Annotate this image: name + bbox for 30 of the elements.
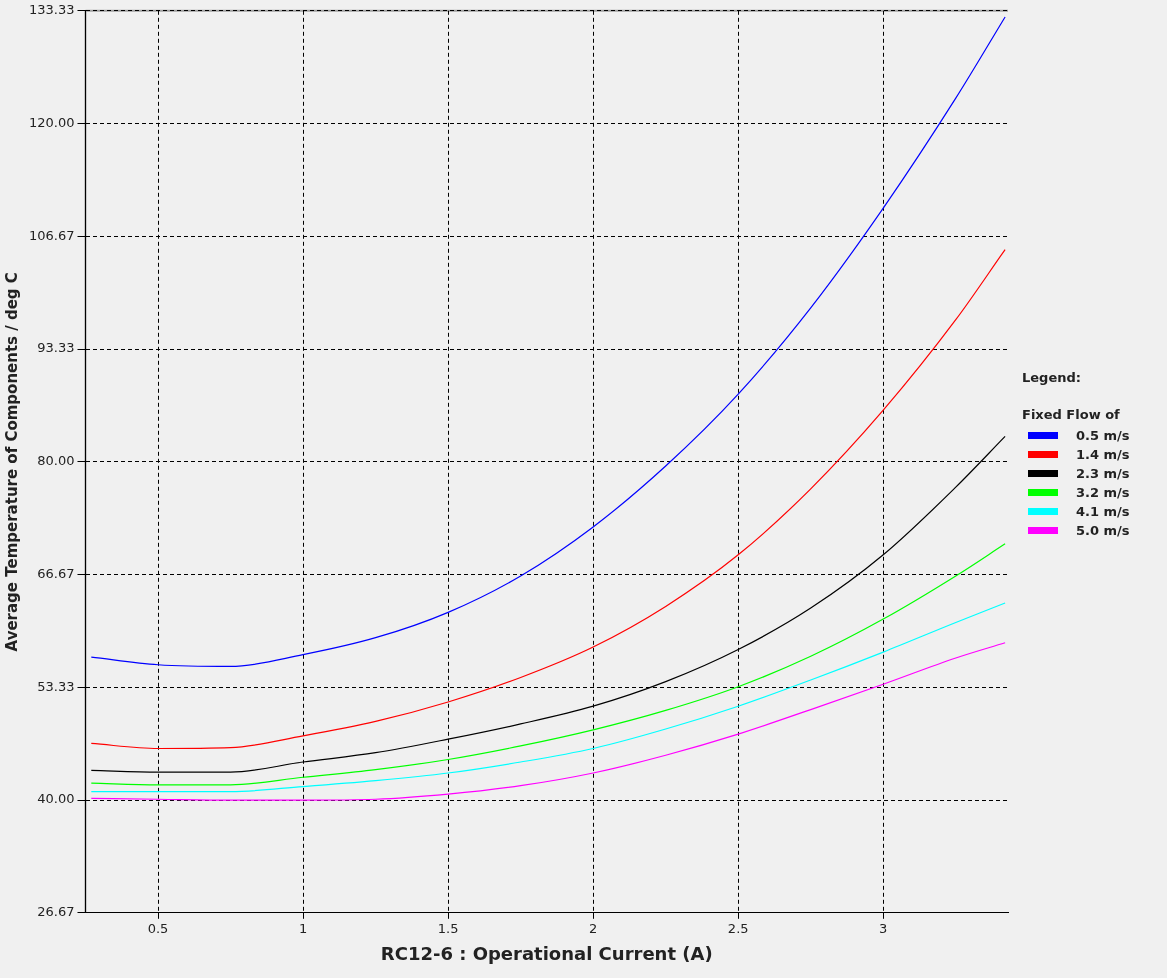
legend-label: 3.2 m/s: [1076, 485, 1130, 500]
legend-title: Fixed Flow of: [1022, 407, 1121, 422]
y-tick-label: 80.00: [37, 453, 75, 469]
y-tick-label: 93.33: [37, 340, 75, 356]
legend-label: 1.4 m/s: [1076, 447, 1130, 462]
legend-label: 0.5 m/s: [1076, 428, 1130, 443]
y-tick-label: 106.67: [28, 227, 75, 243]
line-series: [90, 642, 1006, 801]
legend-label: 5.0 m/s: [1076, 523, 1130, 538]
y-tick-label: 66.67: [37, 565, 75, 581]
x-tick-label: 2: [589, 920, 598, 936]
x-tick-label: 2.5: [727, 920, 749, 936]
y-tick-label: 40.00: [37, 791, 75, 807]
x-axis-title: RC12-6 : Operational Current (A): [380, 942, 713, 964]
y-tick-label: 26.67: [37, 904, 75, 920]
line-series: [90, 602, 1006, 793]
x-tick-label: 0.5: [147, 920, 169, 936]
y-tick-label: 120.00: [28, 114, 75, 130]
legend-label: 4.1 m/s: [1076, 504, 1130, 519]
line-series: [90, 543, 1006, 786]
line-series: [90, 16, 1006, 668]
y-tick-label: 53.33: [37, 678, 75, 694]
line-series: [90, 248, 1006, 750]
x-tick-label: 1.5: [437, 920, 459, 936]
x-tick-label: 1: [298, 920, 308, 936]
y-axis-title: Average Temperature of Components / deg C: [2, 272, 21, 652]
y-tick-label: 133.33: [28, 2, 75, 18]
legend-label: 2.3 m/s: [1076, 466, 1130, 481]
x-tick-label: 3: [879, 920, 888, 936]
text: Legend:: [1022, 370, 1082, 385]
